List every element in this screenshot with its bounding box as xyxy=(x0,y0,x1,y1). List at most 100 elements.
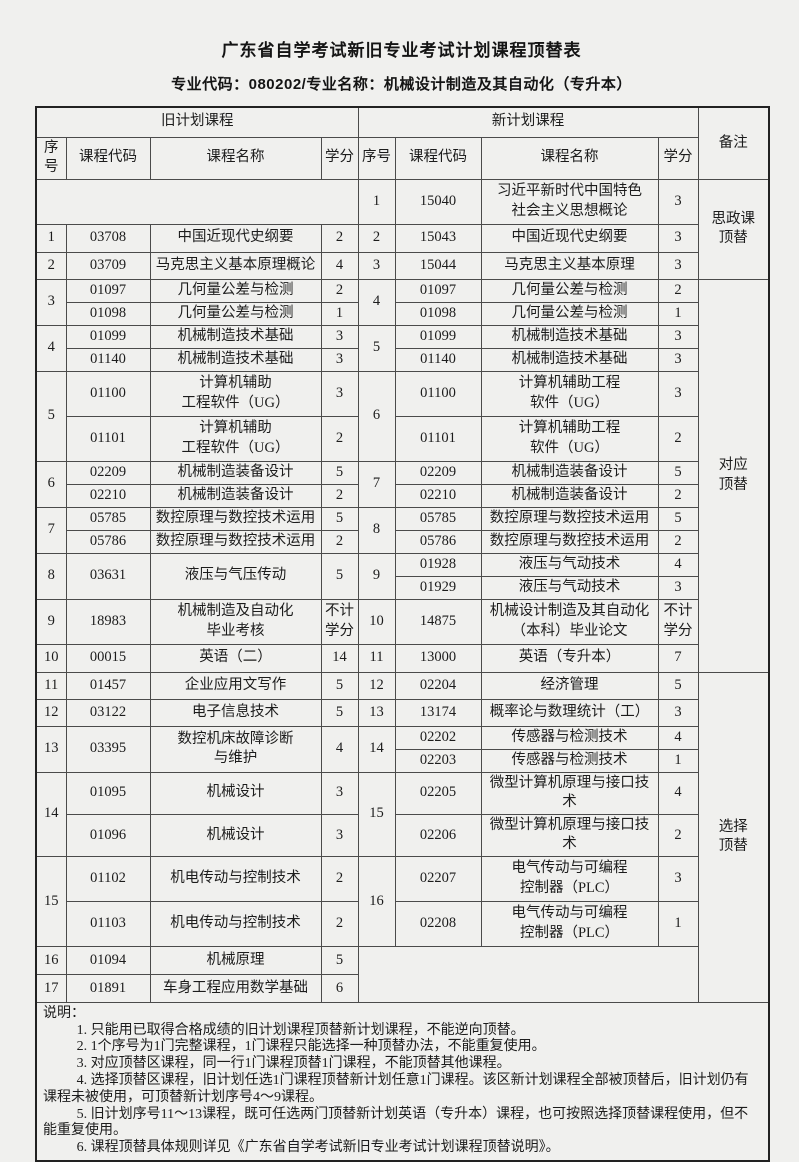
remark-cell-duiying: 对应 顶替 xyxy=(697,278,770,673)
table-row: 01103 机电传动与控制技术 2 02208 电气传动与可编程 控制器（PLC… xyxy=(36,900,769,947)
new-seq-cell: 10 xyxy=(357,598,396,645)
old-name-cell: 机械原理 xyxy=(149,945,322,975)
empty-cell xyxy=(357,945,699,1003)
old-name-cell: 机械制造装备设计 xyxy=(149,483,322,508)
table-row: 01140 机械制造技术基础 3 01140 机械制造技术基础 3 xyxy=(36,347,769,372)
old-credit-cell: 3 xyxy=(320,324,359,349)
column-header-row: 序号 课程代码 课程名称 学分 序号 课程代码 课程名称 学分 xyxy=(35,136,769,180)
old-code-cell: 02210 xyxy=(65,483,151,508)
new-name-cell: 马克思主义基本原理 xyxy=(480,251,659,280)
new-seq-cell: 16 xyxy=(357,855,396,947)
table-row: 02210 机械制造装备设计 2 02210 机械制造装备设计 2 xyxy=(36,483,769,508)
new-code-cell: 13174 xyxy=(394,698,482,727)
old-credit-cell: 5 xyxy=(320,698,359,727)
new-name-cell: 几何量公差与检测 xyxy=(480,301,659,326)
new-plan-group-header: 新计划课程 xyxy=(357,106,699,138)
new-name-cell: 机械制造装备设计 xyxy=(480,483,659,508)
new-code-cell: 01140 xyxy=(394,347,482,372)
new-name-cell: 电气传动与可编程 控制器（PLC） xyxy=(480,900,659,947)
table-row: 11 01457 企业应用文写作 5 12 02204 经济管理 5 选择 顶替 xyxy=(35,671,770,1003)
new-code-cell: 14875 xyxy=(394,598,482,645)
new-credit-cell: 3 xyxy=(657,347,699,372)
remark-cell-xuanze: 选择 顶替 xyxy=(697,671,770,1003)
note-item: 6. 课程顶替具体规则详见《广东省自学考试新旧专业考试计划课程顶替说明》。 xyxy=(76,1140,560,1156)
old-name-cell: 机械设计 xyxy=(149,813,322,857)
old-credit-cell: 3 xyxy=(320,347,359,372)
new-credit-cell: 5 xyxy=(657,460,699,485)
old-name-cell: 机械设计 xyxy=(149,771,322,815)
old-seq-cell: 6 xyxy=(35,460,67,508)
old-name-cell: 数控原理与数控技术运用 xyxy=(149,506,322,531)
new-code-cell: 02203 xyxy=(394,748,482,773)
new-seq-cell: 12 xyxy=(357,671,396,700)
new-name-cell: 液压与气动技术 xyxy=(480,552,659,577)
old-code-cell: 01140 xyxy=(65,347,151,372)
new-credit-cell: 2 xyxy=(657,813,699,857)
table-row: 01929 液压与气动技术 3 xyxy=(36,575,769,600)
old-code-cell: 03631 xyxy=(65,552,151,600)
table-row: 4 01099 机械制造技术基础 3 5 01099 机械制造技术基础 3 xyxy=(35,324,769,372)
old-seq-cell: 2 xyxy=(35,251,67,280)
new-credit-cell: 5 xyxy=(657,671,699,700)
new-code-cell: 01928 xyxy=(394,552,482,577)
page-title: 广东省自学考试新旧专业考试计划课程顶替表 xyxy=(221,41,582,60)
old-credit-cell: 1 xyxy=(320,301,359,326)
old-credit-cell: 14 xyxy=(320,643,359,673)
table-row: 01101 计算机辅助 工程软件（UG） 2 01101 计算机辅助工程 软件（… xyxy=(36,415,769,462)
old-credit-cell: 4 xyxy=(320,725,359,773)
new-credit-header: 学分 xyxy=(657,136,699,180)
old-code-cell: 01095 xyxy=(65,771,151,815)
new-code-cell: 02207 xyxy=(394,855,482,902)
new-code-cell: 02206 xyxy=(394,813,482,857)
old-seq-cell: 1 xyxy=(35,223,67,253)
old-name-cell: 英语（二） xyxy=(149,643,322,673)
new-code-cell: 15043 xyxy=(394,223,482,253)
table-row: 05786 数控原理与数控技术运用 2 05786 数控原理与数控技术运用 2 xyxy=(36,529,769,554)
old-name-cell: 机械制造装备设计 xyxy=(149,460,322,485)
old-code-cell: 01100 xyxy=(65,370,151,417)
old-name-cell: 马克思主义基本原理概论 xyxy=(149,251,322,280)
new-code-cell: 05786 xyxy=(394,529,482,554)
remark-header: 备注 xyxy=(697,106,770,180)
new-seq-cell: 8 xyxy=(357,506,396,554)
course-replacement-table: 旧计划课程 新计划课程 备注 序号 课程代码 课程名称 学分 序号 课程代码 课… xyxy=(35,106,770,1162)
new-name-cell: 英语（专升本） xyxy=(480,643,659,673)
new-credit-cell: 3 xyxy=(657,178,699,225)
old-code-cell: 05785 xyxy=(65,506,151,531)
new-credit-cell: 1 xyxy=(657,900,699,947)
old-credit-cell: 3 xyxy=(320,813,359,857)
old-credit-cell: 2 xyxy=(320,278,359,303)
old-name-cell: 电子信息技术 xyxy=(149,698,322,727)
old-credit-cell: 6 xyxy=(320,973,359,1003)
new-name-cell: 习近平新时代中国特色 社会主义思想概论 xyxy=(480,178,659,225)
note-item: 4. 选择顶替区课程，旧计划任选1门课程顶替新计划任意1门课程。该区新计划课程全… xyxy=(43,1073,749,1105)
old-seq-cell: 9 xyxy=(35,598,67,645)
new-name-cell: 微型计算机原理与接口技术 xyxy=(480,813,659,857)
document-page: 广东省自学考试新旧专业考试计划课程顶替表 专业代码：080202/专业名称：机械… xyxy=(35,36,770,1162)
old-name-cell: 数控机床故障诊断 与维护 xyxy=(149,725,322,773)
new-code-cell: 02202 xyxy=(394,725,482,750)
new-code-cell: 01099 xyxy=(394,324,482,349)
new-seq-cell: 9 xyxy=(357,552,396,600)
new-credit-cell: 4 xyxy=(657,771,699,815)
new-name-cell: 机械设计制造及其自动化 （本科）毕业论文 xyxy=(480,598,659,645)
new-name-cell: 计算机辅助工程 软件（UG） xyxy=(480,415,659,462)
table-row: 15 01102 机电传动与控制技术 2 16 02207 电气传动与可编程 控… xyxy=(35,855,769,947)
old-seq-cell: 11 xyxy=(35,671,67,700)
new-name-cell: 传感器与检测技术 xyxy=(480,725,659,750)
old-code-cell: 05786 xyxy=(65,529,151,554)
old-code-cell: 03709 xyxy=(65,251,151,280)
new-name-cell: 计算机辅助工程 软件（UG） xyxy=(480,370,659,417)
old-code-cell: 02209 xyxy=(65,460,151,485)
new-credit-cell: 2 xyxy=(657,415,699,462)
old-name-cell: 计算机辅助 工程软件（UG） xyxy=(149,415,322,462)
old-credit-cell: 5 xyxy=(320,671,359,700)
new-code-cell: 01101 xyxy=(394,415,482,462)
new-seq-cell: 13 xyxy=(357,698,396,727)
new-code-cell: 13000 xyxy=(394,643,482,673)
old-seq-cell: 8 xyxy=(35,552,67,600)
old-credit-cell: 5 xyxy=(320,552,359,600)
old-name-cell: 机械制造技术基础 xyxy=(149,347,322,372)
old-seq-cell: 3 xyxy=(35,278,67,326)
old-code-cell: 18983 xyxy=(65,598,151,645)
